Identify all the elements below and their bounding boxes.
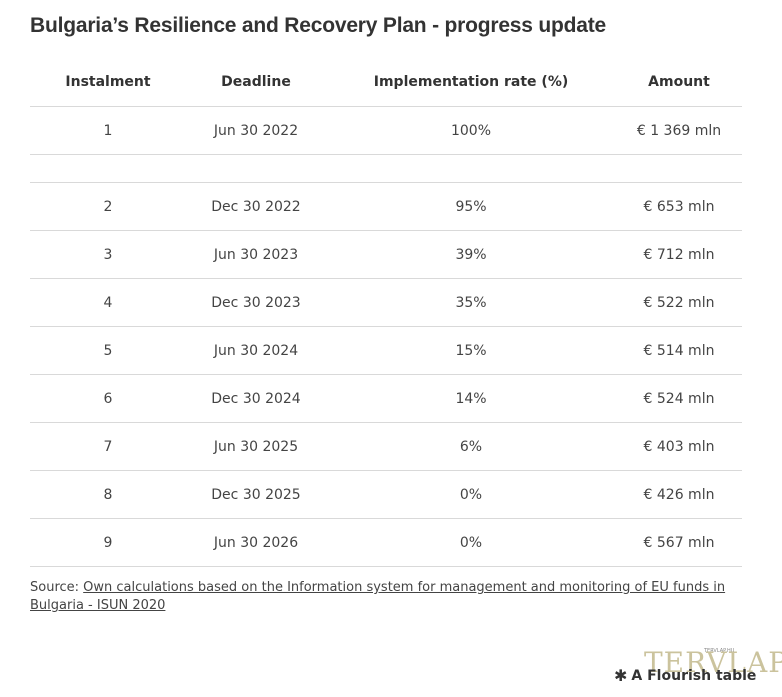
cell-instalment: 9 [30, 518, 186, 567]
cell-deadline: Jun 30 2025 [186, 422, 326, 471]
cell-amount: € 522 mln [616, 278, 742, 327]
table-row: 9 Jun 30 2026 0% € 567 mln [30, 518, 742, 567]
cell-implementation-rate: 39% [326, 230, 616, 279]
table-body: 1 Jun 30 2022 100% € 1 369 mln 2 Dec 30 2022 9… [30, 106, 742, 567]
table-row: 3 Jun 30 2023 39% € 712 mln [30, 230, 742, 279]
cell-amount: € 403 mln [616, 422, 742, 471]
source-prefix: Source: [30, 580, 84, 595]
cell-amount: € 1 369 mln [616, 106, 742, 155]
table-row: 2 Dec 30 2022 95% € 653 mln [30, 182, 742, 231]
cell-deadline [186, 154, 326, 183]
watermark-logo: TERVLAP [644, 646, 782, 679]
cell-implementation-rate [326, 154, 616, 183]
header-instalment[interactable]: Instalment [30, 58, 186, 107]
cell-implementation-rate: 14% [326, 374, 616, 423]
table-header-row: Instalment Deadline Implementation rate … [30, 58, 742, 107]
cell-amount: € 712 mln [616, 230, 742, 279]
cell-deadline: Dec 30 2022 [186, 182, 326, 231]
cell-amount: € 514 mln [616, 326, 742, 375]
cell-amount: € 653 mln [616, 182, 742, 231]
table-row: 4 Dec 30 2023 35% € 522 mln [30, 278, 742, 327]
cell-instalment: 2 [30, 182, 186, 231]
chart-title: Bulgaria’s Resilience and Recovery Plan … [30, 14, 607, 37]
cell-implementation-rate: 6% [326, 422, 616, 471]
table-row: 1 Jun 30 2022 100% € 1 369 mln [30, 106, 742, 155]
flourish-credit[interactable]: ✱ A Flourish table [614, 666, 757, 685]
cell-instalment: 6 [30, 374, 186, 423]
cell-implementation-rate: 15% [326, 326, 616, 375]
cell-amount: € 567 mln [616, 518, 742, 567]
header-deadline[interactable]: Deadline [186, 58, 326, 107]
watermark-url: TERVLAP.HU [704, 648, 735, 654]
data-table: Instalment Deadline Implementation rate … [30, 58, 742, 567]
asterisk-icon: ✱ [614, 666, 628, 685]
cell-implementation-rate: 95% [326, 182, 616, 231]
table-row: 6 Dec 30 2024 14% € 524 mln [30, 374, 742, 423]
cell-implementation-rate: 35% [326, 278, 616, 327]
cell-implementation-rate: 0% [326, 518, 616, 567]
cell-instalment: 3 [30, 230, 186, 279]
cell-instalment: 7 [30, 422, 186, 471]
header-implementation-rate[interactable]: Implementation rate (%) [326, 58, 616, 107]
table-row: 8 Dec 30 2025 0% € 426 mln [30, 470, 742, 519]
cell-deadline: Jun 30 2022 [186, 106, 326, 155]
cell-amount: € 524 mln [616, 374, 742, 423]
table-row: 5 Jun 30 2024 15% € 514 mln [30, 326, 742, 375]
table-row: 7 Jun 30 2025 6% € 403 mln [30, 422, 742, 471]
cell-instalment [30, 154, 186, 183]
header-amount[interactable]: Amount [616, 58, 742, 107]
flourish-label: A Flourish table [631, 668, 757, 684]
cell-implementation-rate: 100% [326, 106, 616, 155]
cell-instalment: 1 [30, 106, 186, 155]
cell-deadline: Dec 30 2024 [186, 374, 326, 423]
cell-amount: € 426 mln [616, 470, 742, 519]
cell-deadline: Jun 30 2023 [186, 230, 326, 279]
cell-deadline: Jun 30 2024 [186, 326, 326, 375]
cell-implementation-rate: 0% [326, 470, 616, 519]
cell-deadline: Dec 30 2025 [186, 470, 326, 519]
cell-instalment: 8 [30, 470, 186, 519]
cell-deadline: Jun 30 2026 [186, 518, 326, 567]
cell-instalment: 5 [30, 326, 186, 375]
cell-deadline: Dec 30 2023 [186, 278, 326, 327]
source-link[interactable]: Own calculations based on the Informatio… [30, 580, 726, 613]
table-row [30, 154, 742, 183]
cell-amount [616, 154, 742, 183]
source-note: Source: Own calculations based on the In… [30, 579, 730, 615]
cell-instalment: 4 [30, 278, 186, 327]
